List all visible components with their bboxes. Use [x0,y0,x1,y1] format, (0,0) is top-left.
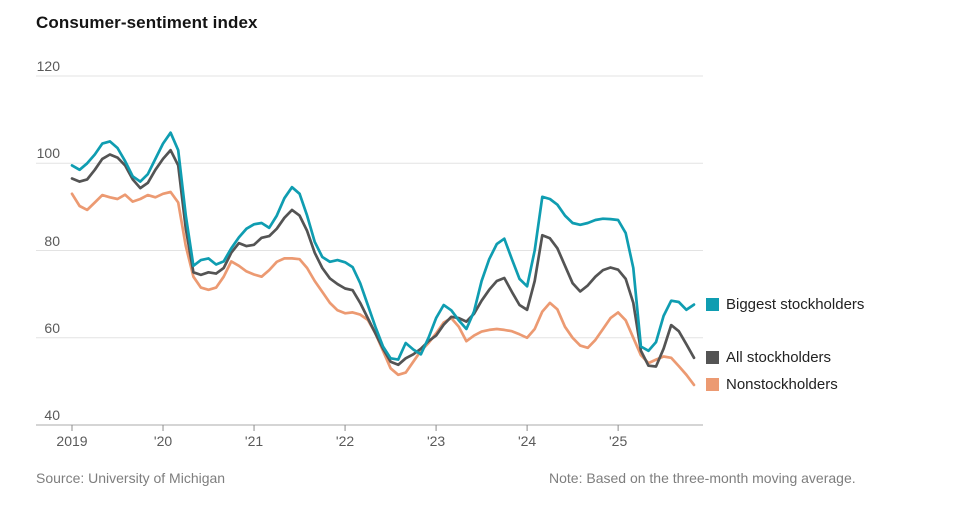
legend-swatch-icon [706,297,719,311]
chart-title: Consumer-sentiment index [36,13,258,32]
y-tick-label-60: 60 [44,319,60,336]
y-tick-label-120: 120 [36,58,60,74]
x-tick-label-24: '24 [517,433,537,449]
methodology-note: Note: Based on the three-month moving av… [549,470,856,486]
legend-label: Nonstockholders [726,375,838,393]
legend-item-all-stockholders: All stockholders [706,349,831,366]
legend-item-biggest-stockholders: Biggest stockholders [706,296,864,313]
x-tick-label-23: '23 [426,433,446,449]
y-tick-label-80: 80 [44,232,60,249]
legend-item-nonstockholders: Nonstockholders [706,376,838,393]
source-note: Source: University of Michigan [36,470,226,486]
legend-swatch-icon [706,350,719,364]
x-tick-label-20: '20 [153,433,173,449]
y-tick-label-40: 40 [44,407,60,423]
series-line-nonstockholders [70,190,696,387]
x-tick-label-22: '22 [335,433,355,449]
legend-swatch-icon [706,377,719,391]
y-tick-label-100: 100 [36,145,60,162]
x-tick-label-21: '21 [244,433,264,449]
x-tick-label-25: '25 [608,433,628,449]
plot-area [36,75,703,431]
x-tick-label-2019: 2019 [56,433,88,449]
legend-label: Biggest stockholders [726,295,865,313]
series-line-biggest-stockholders [70,131,696,361]
legend-label: All stockholders [726,348,832,366]
